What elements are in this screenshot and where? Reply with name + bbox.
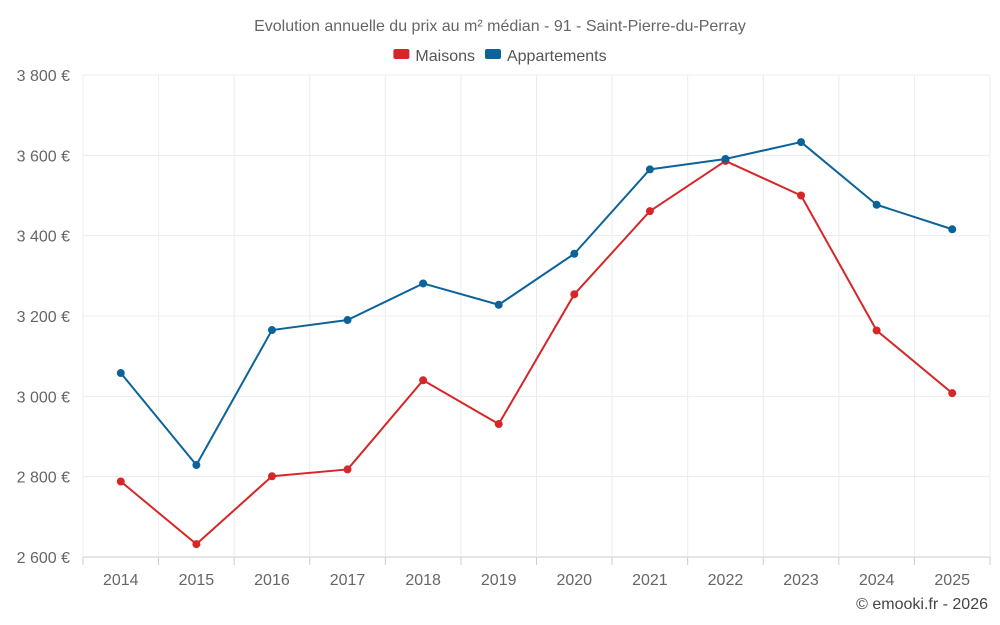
data-point-appartements[interactable]	[570, 249, 579, 258]
series-appartements	[116, 138, 957, 470]
y-tick-label: 3 800 €	[17, 68, 70, 85]
y-tick-label: 2 600 €	[17, 550, 70, 567]
data-point-maisons[interactable]	[192, 540, 201, 549]
x-tick-label: 2025	[934, 572, 970, 589]
data-point-maisons[interactable]	[872, 326, 881, 335]
x-axis: 2014 2015 2016 2017 2018 2019 2020 2021 2022 2023…	[103, 572, 970, 589]
x-tick-label: 2017	[330, 572, 366, 589]
series-line-appartements	[120, 141, 953, 467]
series-layer	[116, 138, 957, 549]
legend-swatch	[393, 49, 410, 59]
legend-item-appartements[interactable]: Appartements	[484, 48, 607, 65]
data-point-appartements[interactable]	[721, 154, 730, 163]
x-tick-label: 2023	[783, 572, 819, 589]
x-tick-label: 2020	[556, 572, 592, 589]
x-tick-label: 2016	[254, 572, 290, 589]
y-tick-label: 3 400 €	[17, 229, 70, 246]
data-point-appartements[interactable]	[872, 200, 881, 209]
legend-label: Appartements	[507, 48, 607, 65]
series-line-maisons	[120, 159, 953, 546]
y-tick-label: 3 600 €	[17, 148, 70, 165]
x-tick-label: 2018	[405, 572, 441, 589]
data-point-maisons[interactable]	[419, 376, 428, 385]
data-point-appartements[interactable]	[192, 461, 201, 470]
y-tick-label: 3 000 €	[17, 389, 70, 406]
x-tick-label: 2021	[632, 572, 668, 589]
y-tick-label: 3 200 €	[17, 309, 70, 326]
data-point-maisons[interactable]	[948, 389, 957, 398]
data-point-maisons[interactable]	[267, 472, 276, 481]
data-point-appartements[interactable]	[116, 369, 125, 378]
data-point-maisons[interactable]	[645, 207, 654, 216]
data-point-appartements[interactable]	[645, 165, 654, 174]
data-point-appartements[interactable]	[494, 300, 503, 309]
x-tick-label: 2014	[103, 572, 139, 589]
y-axis: 2 600 € 2 800 € 3 000 € 3 200 € 3 400 € 3 600…	[17, 68, 70, 567]
data-point-maisons[interactable]	[570, 290, 579, 299]
legend-swatch	[484, 49, 501, 59]
legend-label: Maisons	[415, 48, 475, 65]
data-point-maisons[interactable]	[343, 465, 352, 474]
data-point-maisons[interactable]	[116, 477, 125, 486]
x-tick-label: 2015	[179, 572, 215, 589]
series-maisons	[116, 156, 957, 549]
data-point-maisons[interactable]	[494, 420, 503, 429]
data-point-appartements[interactable]	[343, 316, 352, 325]
x-tick-label: 2024	[859, 572, 895, 589]
credit-text: © emooki.fr - 2026	[856, 596, 988, 613]
x-tick-label: 2019	[481, 572, 517, 589]
data-point-appartements[interactable]	[948, 225, 957, 234]
chart-title: Evolution annuelle du prix au m² médian …	[254, 18, 746, 35]
data-point-maisons[interactable]	[797, 191, 806, 200]
legend: Maisons Appartements	[393, 48, 607, 65]
y-tick-label: 2 800 €	[17, 470, 70, 487]
legend-item-maisons[interactable]: Maisons	[393, 48, 475, 65]
grid	[82, 74, 991, 565]
data-point-appartements[interactable]	[267, 326, 276, 335]
data-point-appartements[interactable]	[797, 138, 806, 147]
x-tick-label: 2022	[708, 572, 744, 589]
data-point-appartements[interactable]	[419, 279, 428, 288]
